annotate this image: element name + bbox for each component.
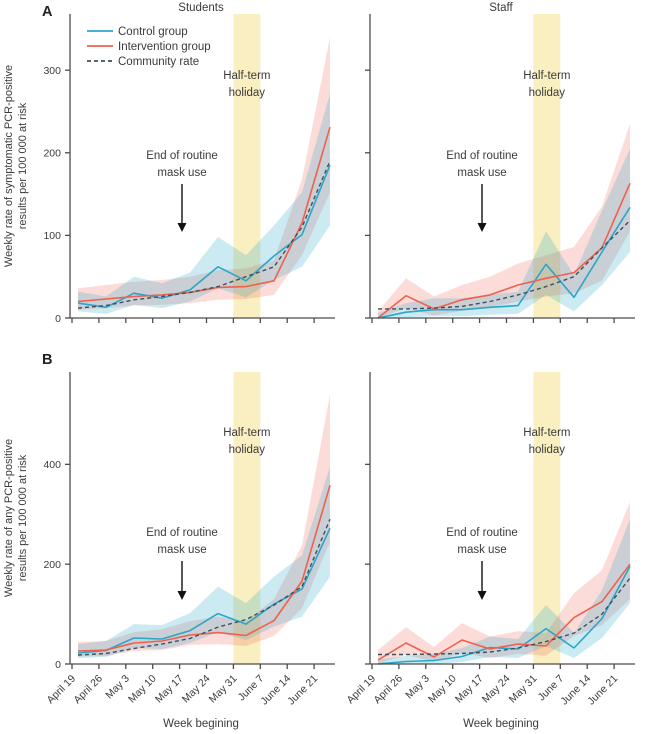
panel-letter-a: A: [42, 4, 53, 20]
y-axis-label-line2: results per 100 000 at risk: [17, 102, 29, 229]
control-ci-band: [78, 466, 330, 658]
control-ci-band: [378, 519, 630, 664]
y-tick-label: 0: [55, 659, 61, 671]
intervention-line: [377, 182, 631, 319]
x-tick-label: May 24: [480, 673, 513, 706]
x-tick-label: May 24: [180, 673, 213, 706]
holiday-annotation: holiday: [529, 444, 566, 456]
holiday-annotation: holiday: [229, 87, 266, 99]
control-ci-band: [78, 93, 330, 314]
column-title-staff: Staff: [489, 2, 513, 14]
holiday-annotation: Half-term: [223, 427, 270, 439]
mask-end-annotation: mask use: [457, 167, 506, 179]
holiday-annotation: Half-term: [523, 427, 570, 439]
x-tick-label: April 26: [71, 673, 105, 707]
y-axis-label-line1: Weekly rate of symptomatic PCR-positive: [3, 65, 15, 267]
mask-end-arrowhead: [477, 591, 487, 600]
community-rate-line: [378, 219, 631, 310]
mask-end-annotation: End of routine: [146, 527, 218, 539]
mask-end-annotation: End of routine: [446, 527, 518, 539]
intervention-line: [77, 485, 331, 652]
control-line: [377, 565, 631, 665]
x-tick-label: May 10: [426, 673, 459, 706]
holiday-annotation: Half-term: [223, 70, 270, 82]
x-axis-title: Week begining: [463, 718, 539, 730]
y-tick-label: 200: [43, 148, 61, 160]
intervention-line: [377, 563, 631, 661]
column-title-students: Students: [178, 2, 224, 14]
panel-a-staff: Staff Half-term holiday End of routine mask …: [365, 2, 635, 323]
holiday-band: [533, 372, 561, 664]
legend-label-3: Community rate: [118, 56, 199, 68]
mask-end-arrowhead: [177, 223, 187, 232]
community-rate-line: [77, 518, 331, 656]
panel-a-students: 0 100 200 300 Students A Weekly rate of sympto…: [3, 2, 335, 325]
y-axis-label-line1: Weekly rate of any PCR-positive: [3, 439, 15, 597]
x-tick-label: May 17: [453, 673, 486, 706]
y-tick-label: 200: [43, 559, 61, 571]
holiday-band: [233, 14, 261, 318]
mask-end-annotation: End of routine: [146, 150, 218, 162]
community-rate-line: [378, 577, 631, 656]
control-line: [377, 206, 631, 319]
control-line: [77, 164, 331, 309]
control-ci-band: [378, 148, 630, 318]
x-tick-label: April 26: [371, 673, 405, 707]
holiday-annotation: holiday: [229, 444, 266, 456]
x-tick-label: May 31: [507, 673, 540, 706]
x-tick-label: May 10: [126, 673, 159, 706]
y-tick-label: 100: [43, 230, 61, 242]
legend-label-2: Intervention group: [118, 41, 211, 53]
x-axis-title: Week begining: [163, 718, 239, 730]
intervention-ci-band: [378, 123, 630, 318]
holiday-band: [233, 372, 261, 664]
y-axis-label-line2: results per 100 000 at risk: [17, 454, 29, 581]
x-tick-label: May 17: [153, 673, 186, 706]
holiday-annotation: holiday: [529, 87, 566, 99]
y-tick-label: 300: [43, 65, 61, 77]
panel-letter-b: B: [42, 352, 52, 368]
holiday-annotation: Half-term: [523, 70, 570, 82]
mask-end-annotation: mask use: [157, 167, 206, 179]
x-tick-label: May 31: [207, 673, 240, 706]
x-tick-label: April 19: [344, 673, 378, 707]
mask-end-annotation: mask use: [157, 544, 206, 556]
holiday-band: [533, 14, 561, 318]
intervention-ci-band: [378, 501, 630, 664]
x-tick-label: June 21: [285, 673, 320, 708]
mask-end-arrowhead: [477, 223, 487, 232]
community-rate-line: [77, 160, 331, 309]
mask-end-annotation: mask use: [457, 544, 506, 556]
y-tick-label: 0: [55, 313, 61, 325]
x-tick-label: April 19: [44, 673, 78, 707]
legend: Control group Intervention group Community…: [87, 26, 211, 68]
x-tick-label: June 21: [585, 673, 620, 708]
legend-label-1: Control group: [118, 26, 188, 38]
mask-end-arrowhead: [177, 591, 187, 600]
y-tick-label: 400: [43, 459, 61, 471]
mask-end-annotation: End of routine: [446, 150, 518, 162]
